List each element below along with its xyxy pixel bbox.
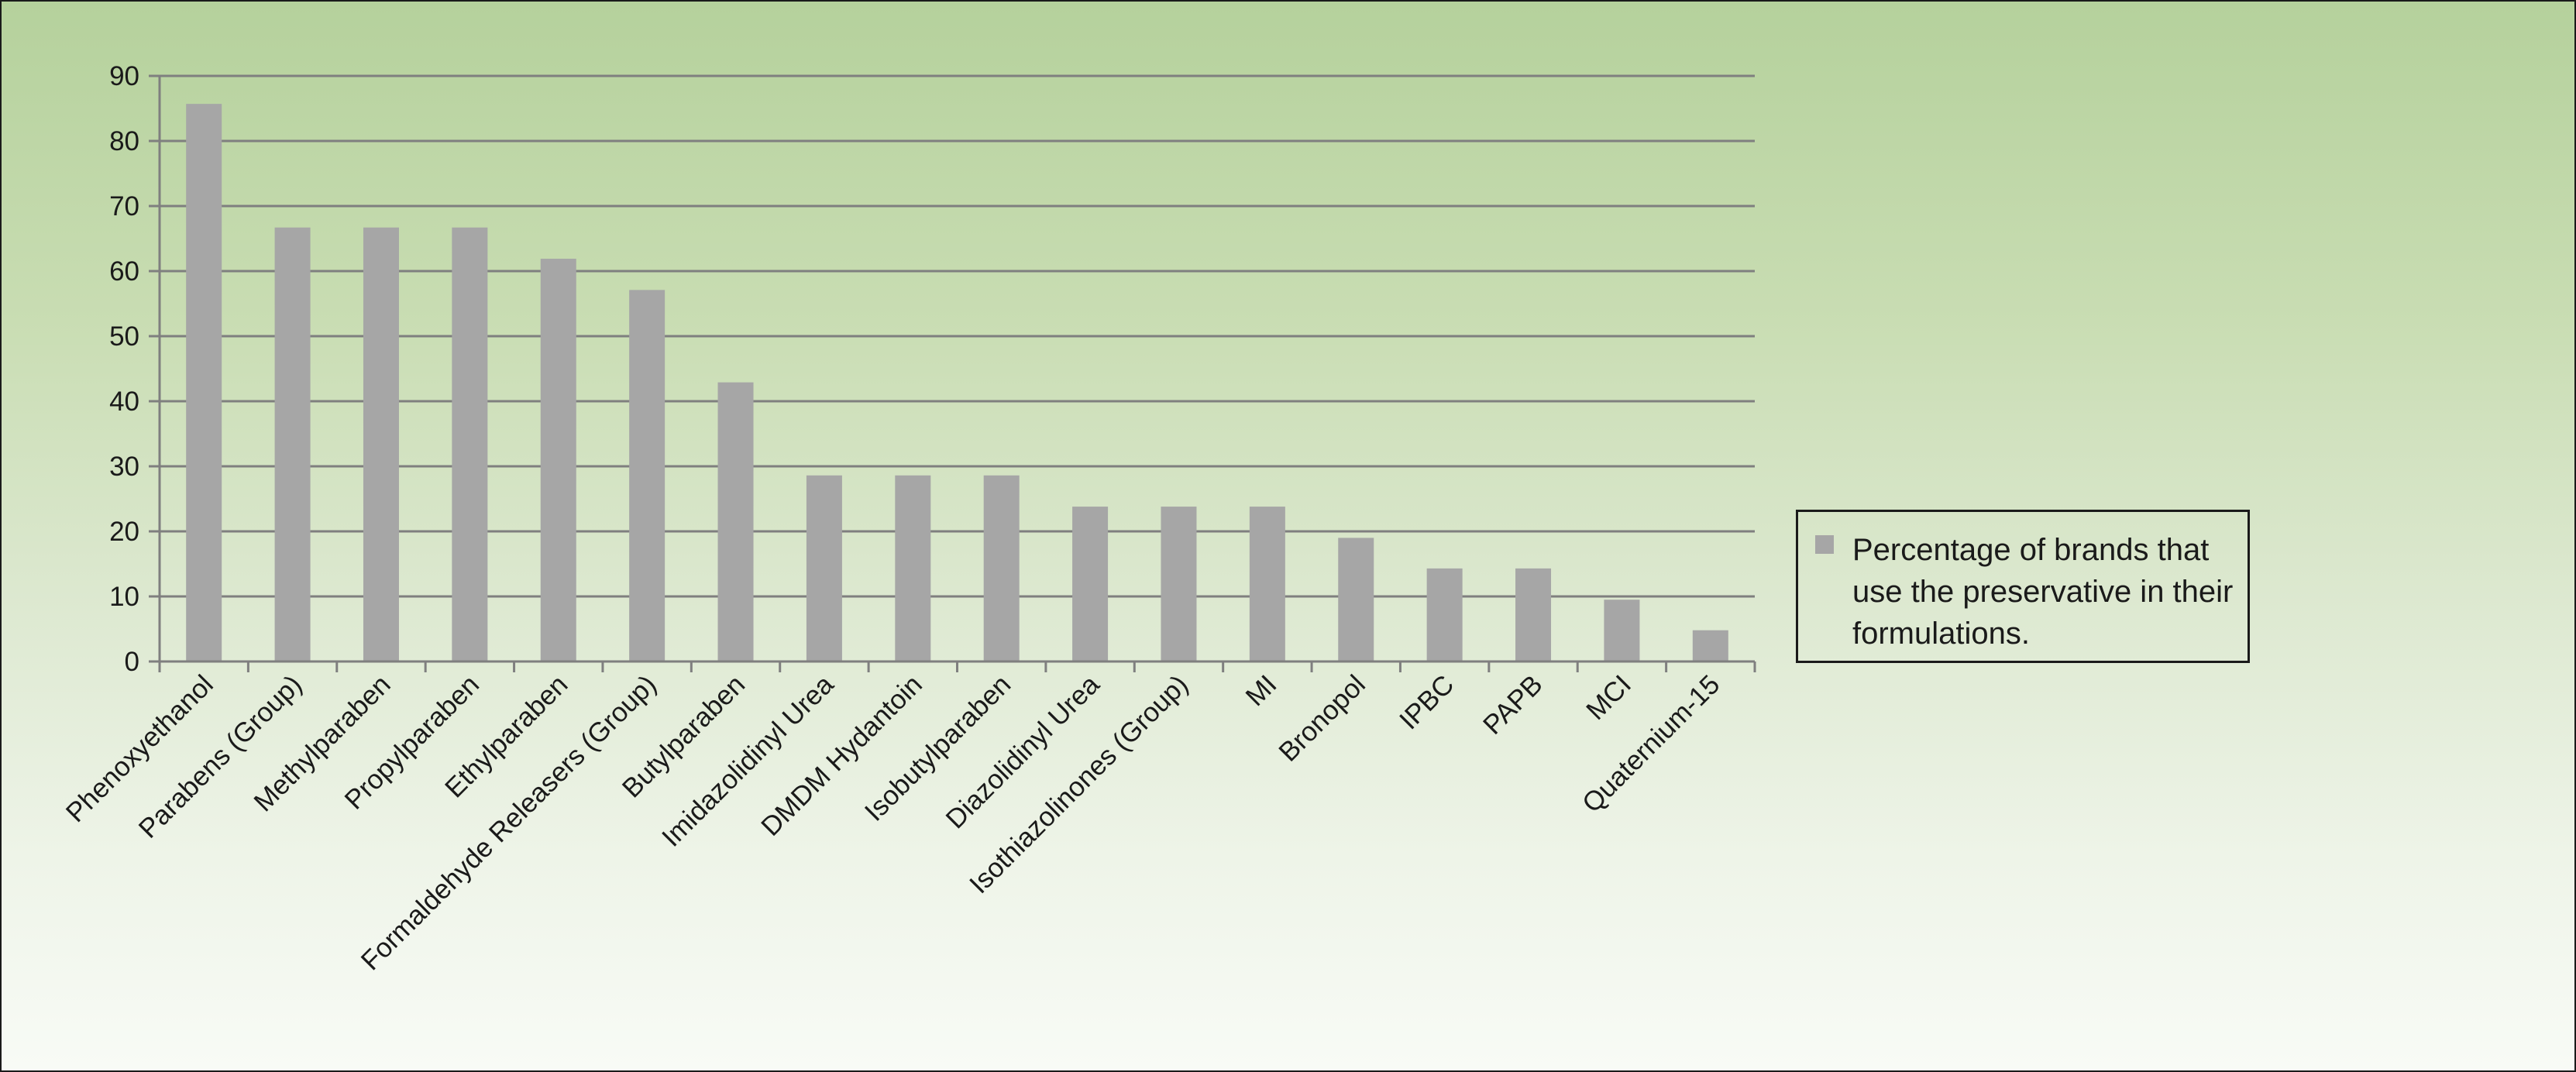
y-tick-label: 50 [109, 321, 139, 352]
bar [1515, 568, 1552, 661]
y-tick-label: 90 [109, 61, 139, 91]
y-tick-label: 30 [109, 452, 139, 482]
category-label: Bronopol [1273, 669, 1371, 768]
axes [158, 76, 1756, 672]
y-tick-label: 20 [109, 517, 139, 547]
legend-label: Percentage of brands that use the preser… [1852, 533, 2234, 651]
category-label: DMDM Hydantoin [755, 669, 928, 842]
category-label: Phenoxyethanol [60, 669, 219, 828]
bar [1604, 600, 1640, 661]
bar [983, 475, 1020, 661]
gridlines [149, 74, 1755, 663]
bar [1426, 568, 1463, 661]
y-tick-label: 10 [109, 582, 139, 612]
y-tick-label: 80 [109, 126, 139, 156]
bar [717, 382, 754, 661]
bar [895, 475, 931, 661]
category-label: IPBC [1394, 669, 1460, 735]
y-tick-label: 70 [109, 191, 139, 222]
category-label: Imidazolidinyl Urea [656, 669, 840, 853]
legend-swatch [1815, 535, 1834, 554]
bar [1692, 630, 1728, 661]
category-label: MCI [1580, 669, 1637, 726]
y-tick-labels: 0 10 20 30 40 50 60 70 80 90 [109, 61, 139, 677]
bars [186, 104, 1728, 662]
category-label: Parabens (Group) [133, 669, 308, 844]
bar [186, 104, 222, 661]
bar [806, 475, 842, 661]
y-tick-label: 60 [109, 256, 139, 287]
bar [363, 227, 399, 662]
category-label: PAPB [1477, 669, 1549, 740]
bar [1161, 507, 1197, 661]
bar [1338, 538, 1374, 661]
bar [452, 227, 488, 662]
category-label: Diazolidinyl Urea [940, 669, 1106, 835]
legend: Percentage of brands that use the preser… [1796, 510, 2250, 663]
y-tick-label: 40 [109, 387, 139, 417]
bar [540, 259, 576, 661]
bar [1072, 507, 1109, 661]
category-label: MI [1240, 669, 1282, 712]
y-tick-label: 0 [125, 647, 139, 677]
bar [1249, 507, 1285, 661]
bar [274, 227, 311, 662]
bar [629, 290, 665, 661]
